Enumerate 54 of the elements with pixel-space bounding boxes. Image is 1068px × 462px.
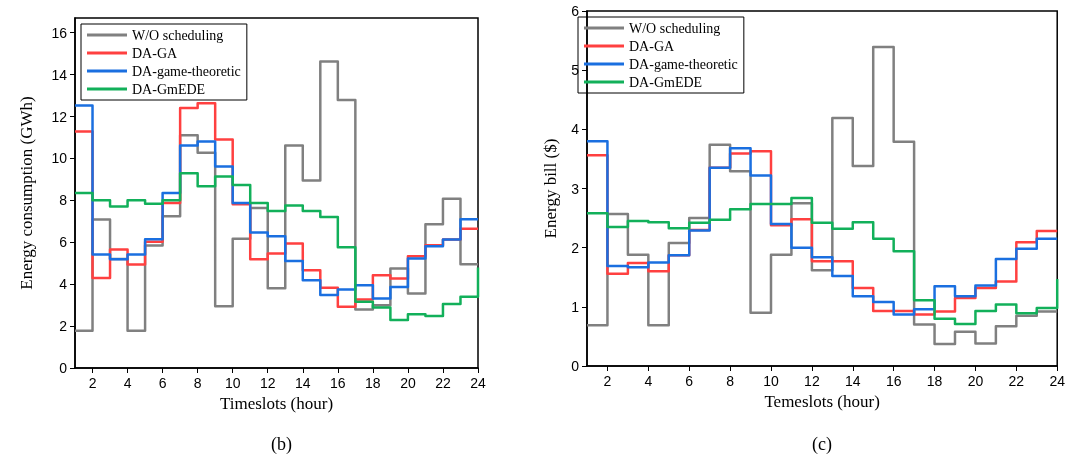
x-tick-label: 6: [685, 373, 694, 389]
y-tick-label: 1: [571, 298, 580, 315]
x-tick-label: 10: [224, 375, 241, 391]
y-axis-title: Energy bill ($): [541, 138, 560, 239]
y-tick-label: 4: [571, 121, 580, 138]
y-tick-label: 8: [59, 192, 68, 209]
x-tick-label: 14: [294, 375, 311, 391]
y-tick-label: 4: [59, 276, 68, 293]
y-tick-label: 16: [51, 24, 68, 41]
x-tick-label: 24: [1049, 373, 1066, 389]
y-tick-label: 6: [59, 234, 68, 251]
x-tick-label: 22: [1008, 373, 1025, 389]
legend-label: DA-GA: [132, 45, 178, 61]
x-tick-label: 20: [400, 375, 416, 391]
y-tick-label: 0: [59, 360, 68, 376]
x-tick-label: 2: [88, 375, 97, 391]
text: (b): [271, 434, 292, 455]
x-tick-label: 18: [926, 373, 943, 389]
x-axis-title: Temeslots (hour): [764, 391, 880, 411]
y-tick-label: 3: [571, 180, 580, 197]
y-axis-title: Energy consumption (GWh): [17, 96, 36, 290]
y-tick-label: 14: [51, 66, 68, 83]
y-tick-label: 12: [51, 108, 68, 125]
legend-label: W/O scheduling: [132, 27, 224, 43]
y-tick-label: 0: [571, 358, 580, 374]
x-tick-label: 4: [644, 373, 653, 389]
x-tick-label: 18: [365, 375, 381, 391]
y-tick-label: 10: [51, 150, 68, 167]
legend-label: DA-GA: [629, 38, 675, 54]
x-tick-label: 16: [885, 373, 902, 389]
x-tick-label: 22: [435, 375, 451, 391]
x-tick-label: 2: [603, 373, 612, 389]
x-axis-title: Timeslots (hour): [219, 393, 334, 413]
y-tick-label: 2: [59, 318, 68, 335]
x-tick-label: 8: [193, 375, 202, 391]
x-tick-label: 8: [726, 373, 735, 389]
x-tick-label: 20: [967, 373, 984, 389]
x-tick-label: 6: [158, 375, 167, 391]
x-tick-label: 16: [330, 375, 346, 391]
x-tick-label: 10: [763, 373, 779, 389]
legend-label: W/O scheduling: [629, 20, 721, 36]
y-tick-label: 5: [571, 62, 580, 79]
x-tick-label: 12: [804, 373, 820, 389]
x-tick-label: 12: [259, 375, 276, 391]
x-tick-label: 4: [123, 375, 132, 391]
legend-label: DA-game-theoretic: [629, 56, 738, 72]
y-tick-label: 6: [571, 3, 580, 19]
legend-label: DA-game-theoretic: [132, 63, 241, 79]
x-tick-label: 14: [844, 373, 861, 389]
y-tick-label: 2: [571, 239, 580, 256]
x-tick-label: 24: [470, 375, 486, 391]
legend-label: DA-GmEDE: [132, 81, 206, 97]
legend-label: DA-GmEDE: [629, 74, 703, 90]
text: (c): [812, 434, 832, 455]
